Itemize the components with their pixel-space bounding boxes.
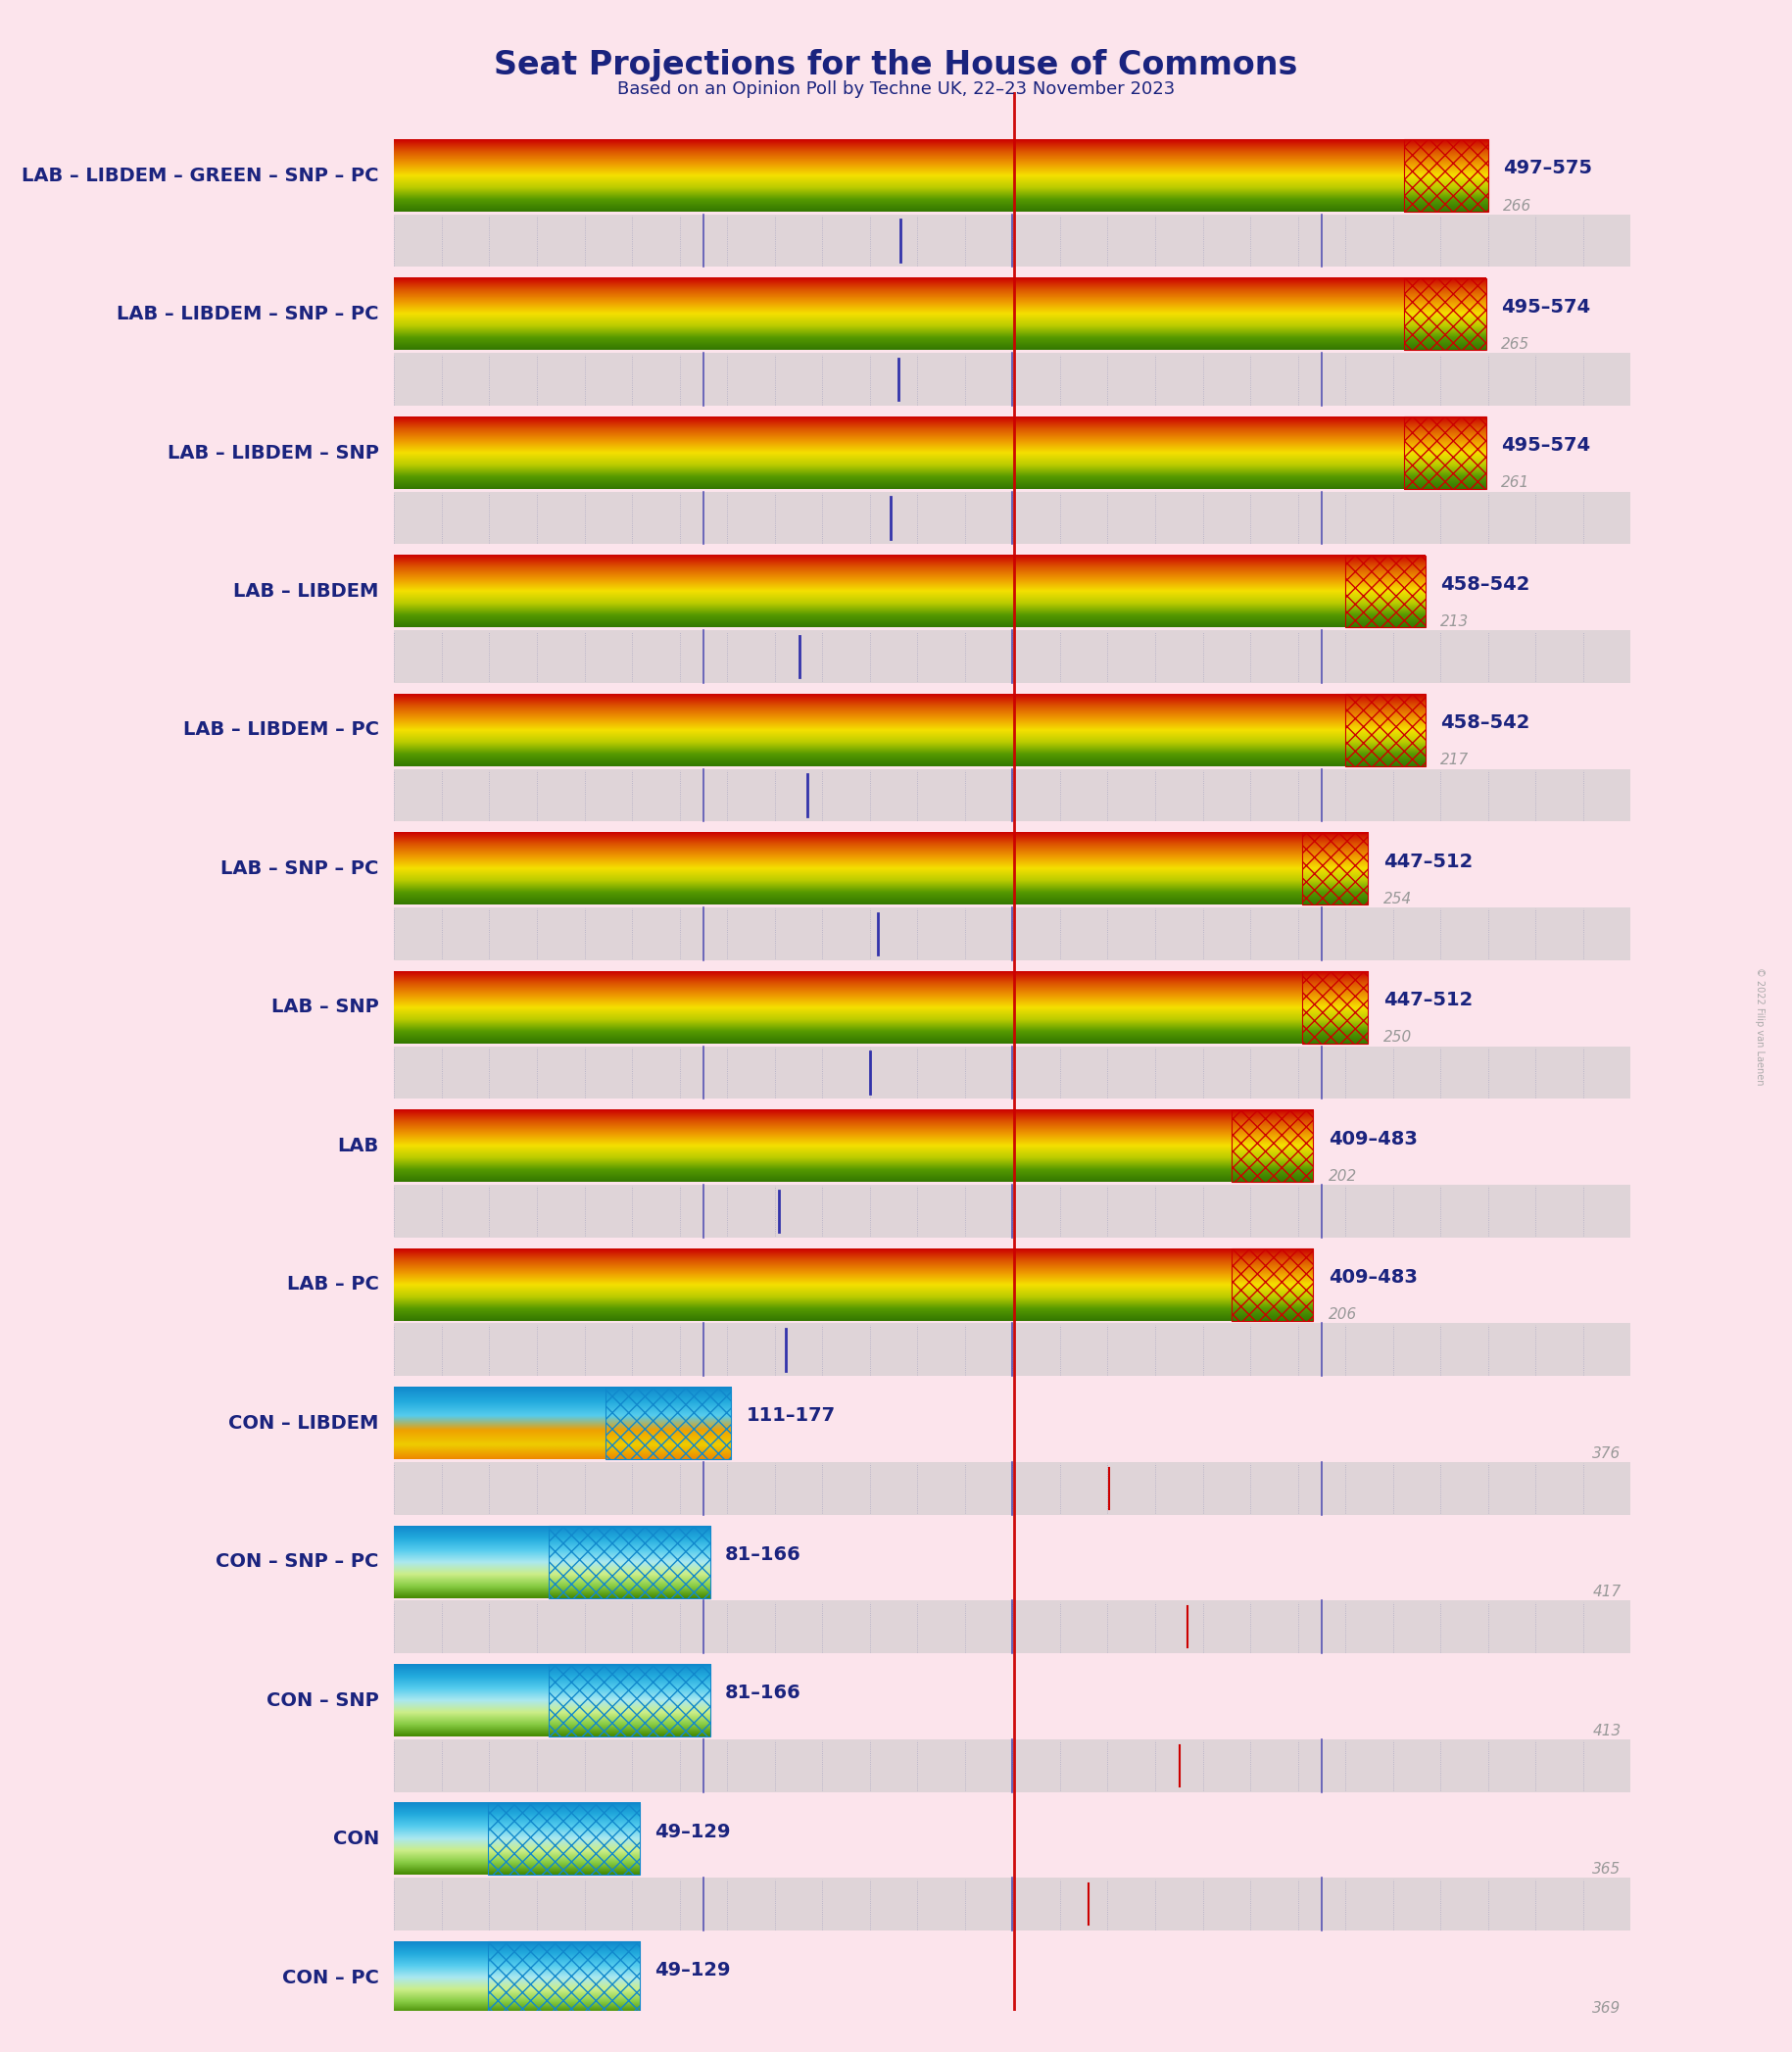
- Bar: [394, 1324, 1631, 1377]
- Text: 49–129: 49–129: [654, 1822, 731, 1841]
- Text: 447–512: 447–512: [1383, 852, 1473, 870]
- Text: LAB – LIBDEM: LAB – LIBDEM: [233, 583, 380, 601]
- Text: 250: 250: [1383, 1030, 1412, 1044]
- Text: 497–575: 497–575: [1503, 158, 1593, 179]
- Text: LAB – SNP – PC: LAB – SNP – PC: [220, 860, 380, 878]
- Bar: [394, 1047, 1631, 1098]
- Bar: [394, 1740, 1631, 1791]
- Text: 81–166: 81–166: [726, 1685, 801, 1703]
- Bar: [1231, 1248, 1314, 1321]
- Bar: [394, 1461, 1631, 1514]
- Bar: [487, 1941, 640, 2013]
- Text: LAB – LIBDEM – SNP: LAB – LIBDEM – SNP: [167, 443, 380, 462]
- Text: LAB – LIBDEM – SNP – PC: LAB – LIBDEM – SNP – PC: [116, 306, 380, 324]
- Text: LAB – SNP: LAB – SNP: [272, 997, 380, 1016]
- Text: 458–542: 458–542: [1441, 714, 1530, 733]
- Text: CON – LIBDEM: CON – LIBDEM: [229, 1414, 380, 1432]
- Text: LAB – LIBDEM – PC: LAB – LIBDEM – PC: [183, 720, 380, 739]
- Text: 417: 417: [1593, 1584, 1622, 1599]
- Bar: [1301, 971, 1369, 1042]
- Bar: [1301, 833, 1369, 905]
- Text: 376: 376: [1593, 1447, 1622, 1461]
- Text: 49–129: 49–129: [654, 1962, 731, 1980]
- Text: 213: 213: [1441, 614, 1469, 630]
- Bar: [1405, 140, 1487, 211]
- Bar: [1346, 556, 1425, 628]
- Text: 261: 261: [1502, 476, 1530, 490]
- Bar: [394, 1878, 1631, 1931]
- Text: 409–483: 409–483: [1328, 1268, 1417, 1287]
- Text: LAB: LAB: [337, 1137, 380, 1155]
- Text: 254: 254: [1383, 891, 1412, 907]
- Text: 265: 265: [1502, 337, 1530, 351]
- Text: 81–166: 81–166: [726, 1545, 801, 1564]
- Text: 458–542: 458–542: [1441, 575, 1530, 593]
- Text: 413: 413: [1593, 1724, 1622, 1738]
- Bar: [1346, 694, 1425, 765]
- Text: 409–483: 409–483: [1328, 1129, 1417, 1147]
- Text: 369: 369: [1593, 2001, 1622, 2015]
- Bar: [394, 630, 1631, 683]
- Bar: [394, 1601, 1631, 1654]
- Text: 365: 365: [1593, 1861, 1622, 1878]
- Bar: [394, 1184, 1631, 1237]
- Text: 206: 206: [1328, 1307, 1357, 1321]
- Bar: [548, 1527, 710, 1599]
- Bar: [1405, 417, 1486, 488]
- Bar: [1231, 1110, 1314, 1182]
- Text: CON – PC: CON – PC: [281, 1968, 380, 1986]
- Bar: [606, 1387, 731, 1459]
- Text: CON – SNP – PC: CON – SNP – PC: [217, 1553, 380, 1572]
- Text: CON: CON: [333, 1830, 380, 1849]
- Text: LAB – LIBDEM – GREEN – SNP – PC: LAB – LIBDEM – GREEN – SNP – PC: [22, 166, 380, 185]
- Bar: [394, 770, 1631, 821]
- Bar: [487, 1804, 640, 1876]
- Text: LAB – PC: LAB – PC: [287, 1274, 380, 1295]
- Bar: [548, 1664, 710, 1736]
- Text: 266: 266: [1503, 199, 1532, 213]
- Text: Seat Projections for the House of Commons: Seat Projections for the House of Common…: [495, 49, 1297, 82]
- Text: CON – SNP: CON – SNP: [267, 1691, 380, 1709]
- Text: 495–574: 495–574: [1502, 298, 1591, 316]
- Bar: [394, 492, 1631, 544]
- Text: 202: 202: [1328, 1170, 1357, 1184]
- Bar: [1405, 279, 1486, 351]
- Bar: [394, 213, 1631, 267]
- Text: 111–177: 111–177: [745, 1408, 835, 1426]
- Text: Based on an Opinion Poll by Techne UK, 22–23 November 2023: Based on an Opinion Poll by Techne UK, 2…: [616, 80, 1176, 98]
- Text: 495–574: 495–574: [1502, 437, 1591, 456]
- Bar: [394, 2017, 1631, 2052]
- Text: © 2022 Filip van Laenen: © 2022 Filip van Laenen: [1754, 966, 1765, 1086]
- Bar: [394, 353, 1631, 406]
- Text: 447–512: 447–512: [1383, 991, 1473, 1010]
- Bar: [394, 907, 1631, 960]
- Text: 217: 217: [1441, 753, 1469, 767]
